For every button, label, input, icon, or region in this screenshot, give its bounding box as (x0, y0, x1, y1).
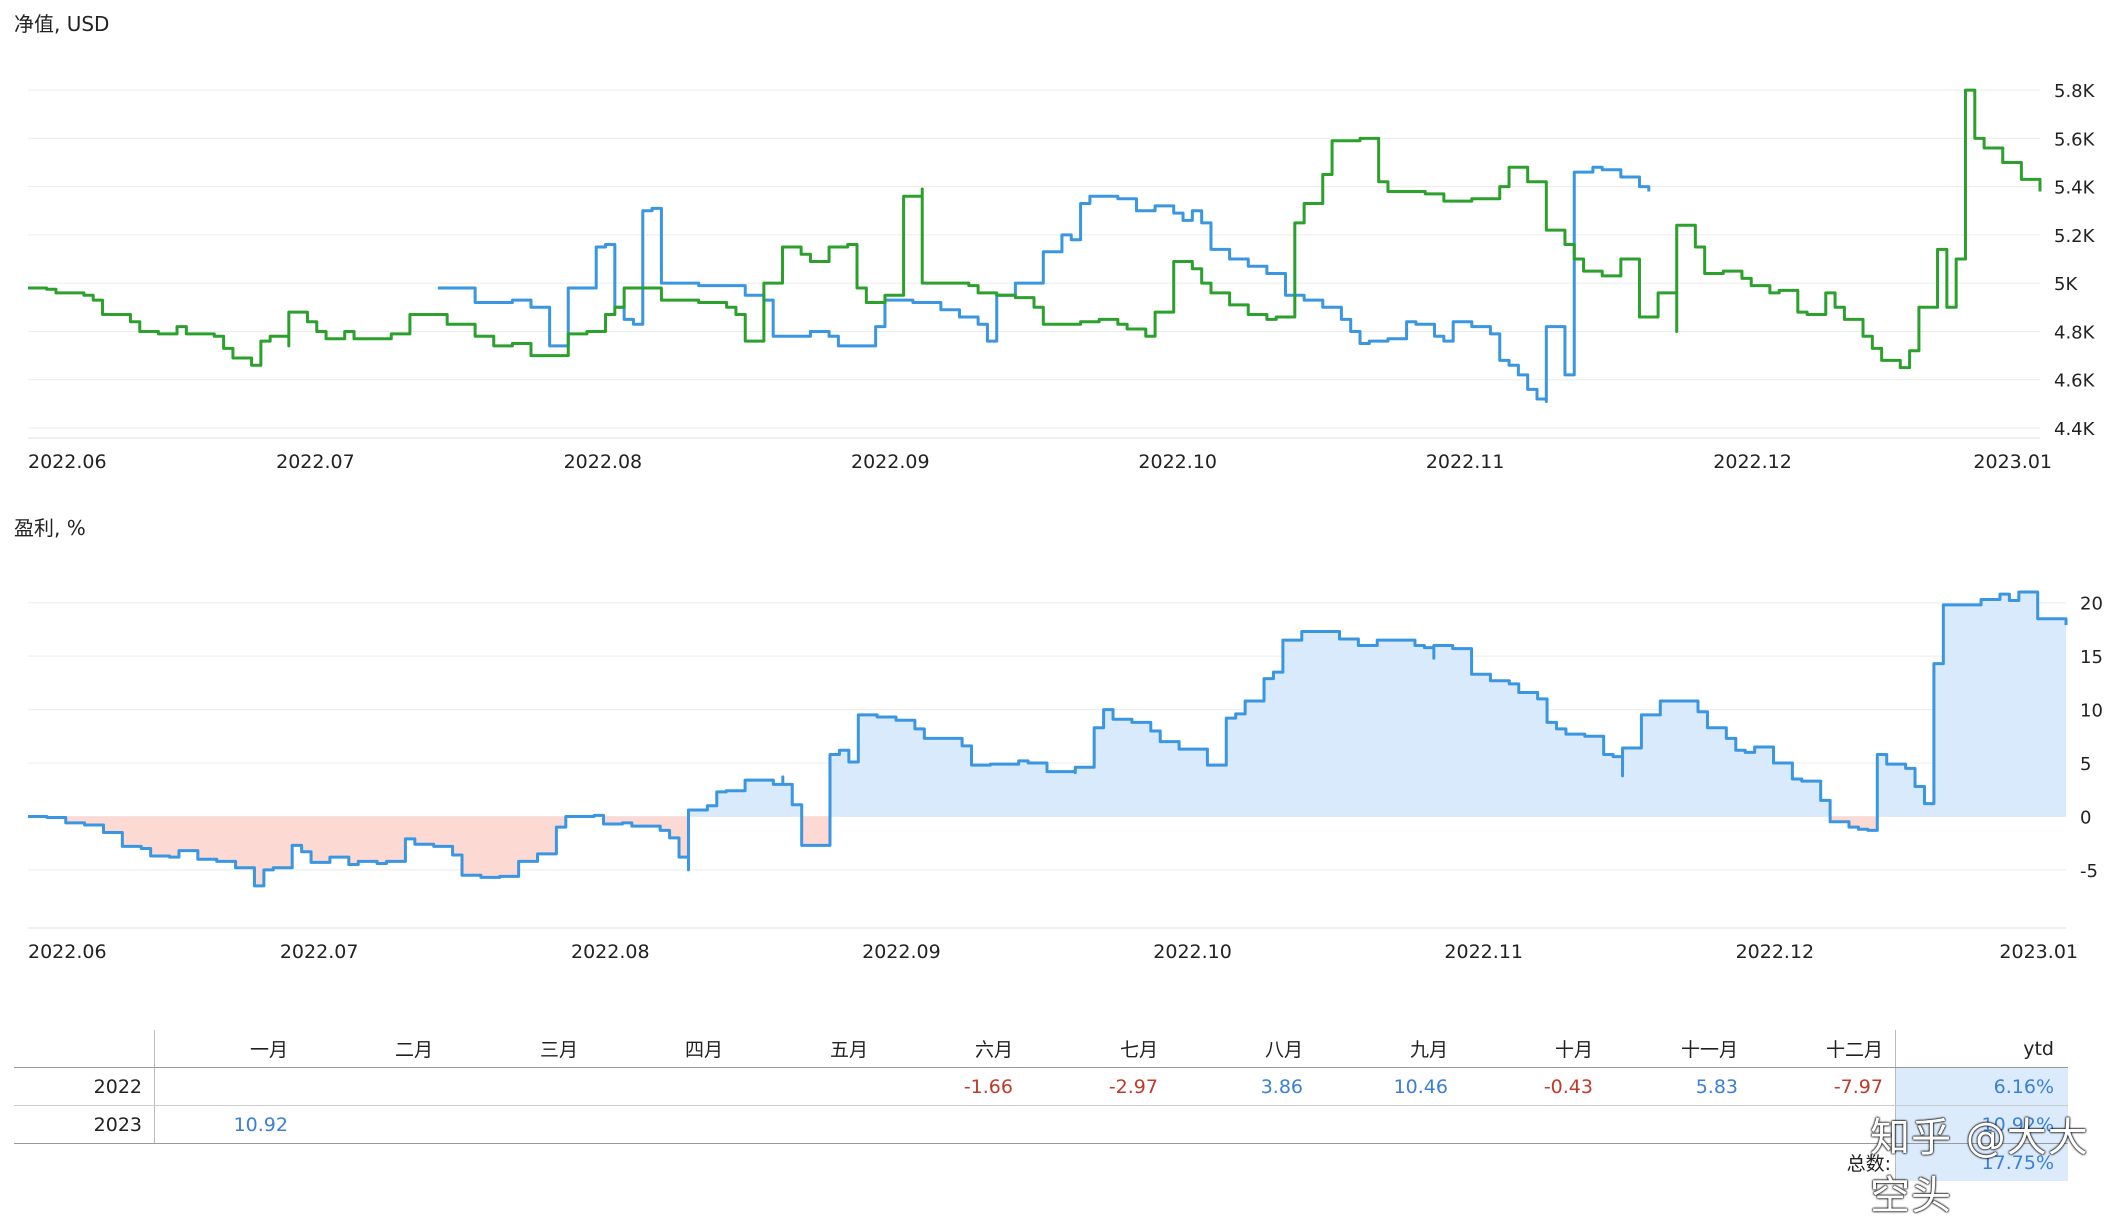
y-tick-label: 5.2K (2054, 226, 2096, 247)
x-tick-label: 2022.11 (1444, 941, 1523, 963)
x-tick-label: 2022.06 (28, 941, 107, 963)
month-value (1460, 1105, 1605, 1144)
table-row: 2022 -1.66 -2.97 3.86 10.46 -0.43 5.83 -… (14, 1067, 2068, 1106)
x-tick-label: 2023.01 (1973, 451, 2052, 473)
x-tick-label: 2022.08 (571, 941, 650, 963)
y-tick-label: 4.4K (2054, 419, 2096, 440)
month-value (590, 1105, 735, 1144)
month-value: -2.97 (1025, 1067, 1170, 1106)
y-tick-label: -5 (2080, 861, 2098, 882)
month-value (300, 1105, 445, 1144)
y-tick-label: 5.6K (2054, 129, 2096, 150)
y-tick-label: 15 (2080, 647, 2103, 668)
month-value (735, 1067, 880, 1106)
x-tick-label: 2022.08 (564, 451, 643, 473)
profit-chart: -5 0 5 10 15 20 2022.06 2022.07 2022.08 2022.09 20… (28, 590, 2103, 963)
month-value (1025, 1105, 1170, 1144)
month-value: 10.92 (154, 1105, 300, 1144)
y-tick-label: 5.8K (2054, 81, 2096, 102)
month-value: 10.46 (1315, 1067, 1460, 1106)
equity-series-line (28, 88, 2042, 370)
y-tick-label: 0 (2080, 807, 2091, 828)
watermark-text: 知乎 @大大空头 (1870, 1115, 2089, 1219)
month-value (590, 1067, 735, 1106)
equity-chart-title: 净值, USD (14, 12, 110, 36)
month-value: 5.83 (1605, 1067, 1750, 1106)
month-header: 四月 (590, 1030, 735, 1068)
profit-negative-area (46, 816, 1878, 886)
x-tick-label: 2022.09 (862, 941, 941, 963)
ytd-value: 10.92% (1895, 1105, 2068, 1144)
ytd-header: ytd (1895, 1030, 2068, 1068)
month-value (445, 1105, 590, 1144)
y-tick-label: 20 (2080, 594, 2103, 615)
x-tick-label: 2022.07 (280, 941, 359, 963)
month-value: -0.43 (1460, 1067, 1605, 1106)
month-value (735, 1105, 880, 1144)
x-tick-label: 2022.10 (1138, 451, 1217, 473)
x-tick-label: 2022.09 (851, 451, 930, 473)
profit-positive-area (28, 592, 2066, 817)
month-header: 六月 (880, 1030, 1025, 1068)
x-tick-label: 2022.10 (1153, 941, 1232, 963)
month-header: 三月 (445, 1030, 590, 1068)
month-value: 3.86 (1170, 1067, 1315, 1106)
y-tick-label: 4.8K (2054, 322, 2096, 343)
x-tick-label: 2022.11 (1426, 451, 1505, 473)
table-corner-cell (14, 1030, 155, 1068)
x-tick-label: 2022.12 (1713, 451, 1792, 473)
month-value (880, 1105, 1025, 1144)
table-row: 2023 10.92 10.92% (14, 1105, 2068, 1144)
month-value: -7.97 (1750, 1067, 1896, 1106)
ytd-value: 6.16% (1895, 1067, 2068, 1106)
month-value: -1.66 (880, 1067, 1025, 1106)
month-value (1750, 1105, 1896, 1144)
month-header: 九月 (1315, 1030, 1460, 1068)
row-year: 2023 (14, 1105, 155, 1144)
month-header: 十月 (1460, 1030, 1605, 1068)
month-header: 二月 (300, 1030, 445, 1068)
y-tick-label: 4.6K (2054, 371, 2096, 392)
month-header: 十二月 (1750, 1030, 1896, 1068)
month-value (1315, 1105, 1460, 1144)
month-value (1170, 1105, 1315, 1144)
profit-chart-title: 盈利, % (14, 516, 86, 540)
month-value (154, 1067, 300, 1106)
x-tick-label: 2022.12 (1736, 941, 1815, 963)
balance-series-line (437, 165, 1651, 403)
total-label: 总数: (1846, 1153, 1891, 1175)
profit-series-line (28, 590, 2068, 888)
total-row: 总数: 17.75% (14, 1143, 2068, 1181)
y-tick-label: 5K (2054, 274, 2078, 295)
month-header: 十一月 (1605, 1030, 1750, 1068)
x-tick-label: 2023.01 (1999, 941, 2078, 963)
y-tick-label: 5.4K (2054, 178, 2096, 199)
monthly-returns-table: 一月 二月 三月 四月 五月 六月 七月 八月 九月 十月 十一月 十二月 yt… (14, 1030, 2068, 1181)
x-tick-label: 2022.06 (28, 451, 107, 473)
total-value: 17.75% (1895, 1143, 2068, 1181)
month-header: 五月 (735, 1030, 880, 1068)
month-value (300, 1067, 445, 1106)
row-year: 2022 (14, 1067, 155, 1106)
y-tick-label: 5 (2080, 754, 2091, 775)
month-header: 七月 (1025, 1030, 1170, 1068)
x-tick-label: 2022.07 (276, 451, 355, 473)
table-header-row: 一月 二月 三月 四月 五月 六月 七月 八月 九月 十月 十一月 十二月 yt… (14, 1030, 2068, 1068)
month-header: 八月 (1170, 1030, 1315, 1068)
y-tick-label: 10 (2080, 701, 2103, 722)
month-value (1605, 1105, 1750, 1144)
month-value (445, 1067, 590, 1106)
equity-chart: 4.4K 4.6K 4.8K 5K 5.2K 5.4K 5.6K 5.8K 2022.06 202… (28, 81, 2096, 473)
month-header: 一月 (154, 1030, 300, 1068)
